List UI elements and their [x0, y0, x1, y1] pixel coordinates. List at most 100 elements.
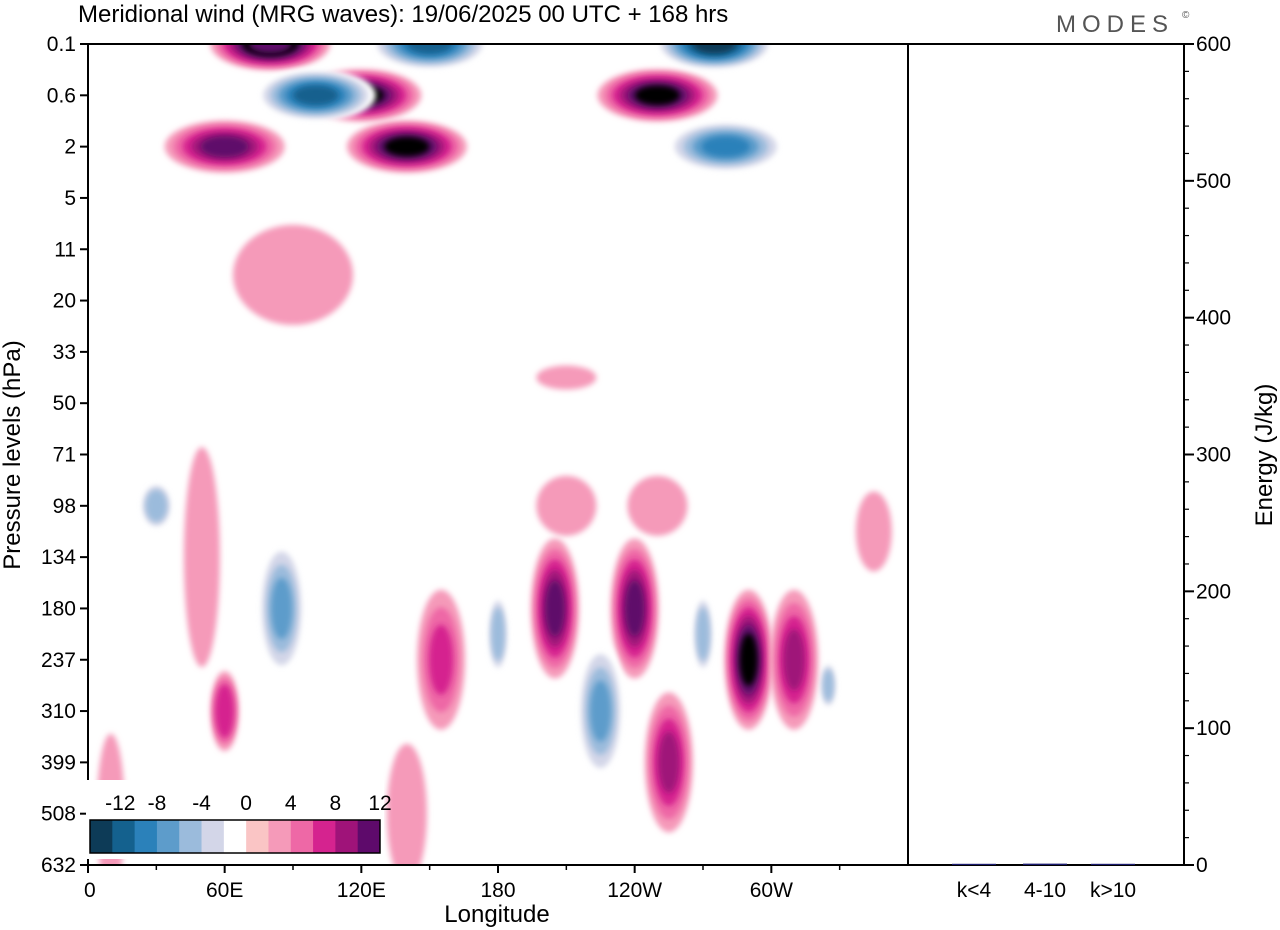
energy-bar [1023, 863, 1067, 865]
y-tick-label: 508 [41, 803, 76, 826]
contour-band [200, 136, 249, 158]
contour-band [473, 167, 614, 228]
colorbar-swatch [268, 820, 292, 853]
y-tick-label: 20 [53, 290, 76, 313]
wavenumber-label: k>10 [1090, 879, 1136, 902]
colorbar-label: -8 [148, 792, 167, 815]
energy-tick-label: 600 [1196, 33, 1231, 56]
colorbar-label: -4 [192, 792, 211, 815]
colorbar-swatch [290, 820, 314, 853]
contour-band [685, 312, 766, 341]
colorbar-swatch [156, 820, 180, 853]
x-tick-label: 120W [607, 879, 662, 902]
contour-band [734, 337, 855, 366]
energy-axis: 0 100 200 300 400 500 600 [1184, 33, 1231, 877]
brand-mark: © [1182, 10, 1190, 21]
colorbar-swatch [357, 820, 381, 853]
contour-band [233, 224, 353, 325]
x-tick-label: 60W [750, 879, 793, 902]
x-tick-label: 180 [480, 879, 515, 902]
contour-band [822, 669, 834, 702]
contour-band [536, 365, 597, 390]
y-axis-title: Pressure levels (hPa) [0, 340, 26, 569]
contour-band [128, 421, 161, 642]
y-tick-label: 237 [41, 649, 76, 672]
colorbar-label: 4 [285, 792, 297, 815]
y-tick-label: 98 [53, 495, 76, 518]
colorbar-label: 0 [240, 792, 252, 815]
contour-band [696, 607, 710, 661]
colorbar-swatch [246, 820, 269, 853]
y-tick-label: 180 [41, 597, 76, 620]
contour-band [590, 680, 611, 742]
y-tick-label: 2 [64, 136, 76, 159]
colorbar-swatch [313, 820, 336, 853]
colorbar-label: 8 [330, 792, 342, 815]
brand-logo: MODES [1056, 11, 1174, 38]
energy-tick-label: 100 [1196, 717, 1231, 740]
pressure-axis: 0.1 0.6 2 5 11 20 33 50 71 98 134 180 237 310 399 508 63… [41, 33, 88, 877]
colorbar-swatch [223, 820, 247, 853]
contour-band [384, 136, 430, 157]
energy-bar [952, 863, 996, 865]
contour-band [812, 591, 845, 832]
y-tick-label: 71 [53, 444, 76, 467]
contour-band [701, 136, 750, 158]
colorbar: -12 -8 -4 0 4 8 12 [86, 780, 392, 859]
longitude-axis: 0 60E 120E 180 120W 60W [84, 865, 841, 902]
contour-band [145, 489, 167, 522]
y-tick-label: 50 [53, 392, 76, 415]
y-tick-label: 11 [54, 238, 76, 261]
chart-title: Meridional wind (MRG waves): 19/06/2025 … [78, 1, 728, 28]
contour-band [627, 475, 688, 536]
y-tick-label: 33 [53, 341, 76, 364]
contour-band [751, 465, 792, 546]
contour-band [478, 595, 518, 776]
colorbar-label: -12 [105, 792, 135, 815]
heatmap-plot-area [88, 44, 908, 865]
y-tick-label: 0.1 [47, 33, 76, 56]
y-tick-label: 632 [41, 854, 76, 877]
contour-band [215, 684, 235, 738]
energy-tick-label: 300 [1196, 444, 1231, 467]
contour-band [634, 85, 680, 106]
contour-band [545, 580, 565, 637]
contour-band [293, 85, 339, 106]
colorbar-swatch [335, 820, 359, 853]
y-tick-label: 134 [41, 546, 76, 569]
energy-tick-label: 200 [1196, 580, 1231, 603]
contour-band [783, 629, 805, 691]
y-tick-label: 399 [41, 751, 76, 774]
contour-field [96, 44, 892, 865]
energy-tick-label: 400 [1196, 307, 1231, 330]
energy-bars [952, 863, 1135, 865]
energy-tick-label: 0 [1196, 854, 1208, 877]
contour-band [692, 44, 736, 54]
y-tick-label: 5 [64, 187, 76, 210]
contour-band [429, 624, 454, 695]
contour-band [658, 731, 680, 793]
contour-band [271, 577, 293, 640]
contour-band [491, 607, 505, 661]
y-tick-label: 310 [41, 700, 76, 723]
contour-band [248, 44, 292, 54]
wavenumber-label: 4-10 [1024, 879, 1066, 902]
colorbar-swatch [179, 820, 203, 853]
colorbar-swatch [134, 820, 158, 853]
contour-band [183, 447, 220, 668]
colorbar-swatch [90, 820, 113, 853]
energy-tick-label: 500 [1196, 170, 1231, 193]
contour-band [625, 580, 645, 637]
energy-axis-title: Energy (J/kg) [1251, 384, 1278, 527]
wavenumber-label: k<4 [957, 879, 992, 902]
x-tick-label: 0 [84, 879, 96, 902]
colorbar-swatch [201, 820, 225, 853]
contour-band [119, 219, 240, 280]
contour-band [386, 743, 427, 865]
x-tick-label: 120E [337, 879, 386, 902]
colorbar-swatch [112, 820, 136, 853]
colorbar-frame [89, 819, 381, 854]
x-tick-label: 60E [206, 879, 243, 902]
wavenumber-axis: k<4 4-10 k>10 [957, 879, 1136, 902]
